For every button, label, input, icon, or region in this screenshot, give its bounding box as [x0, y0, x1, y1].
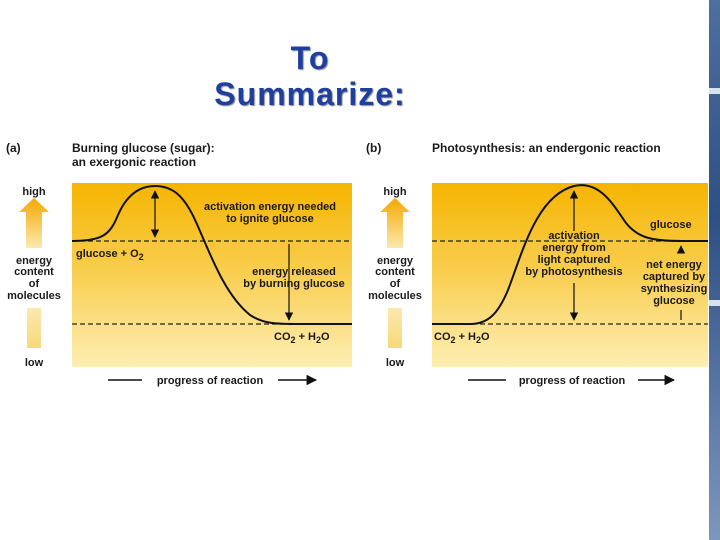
panel-a-x-axis-label: progress of reaction: [157, 375, 264, 387]
panel-a-start-label: glucose + O2: [76, 248, 144, 262]
panel-b-net-label-line-1: net energy: [646, 259, 703, 271]
panel-a-up-arrow-icon: [19, 198, 49, 248]
panel-b-glucose-label: glucose: [650, 219, 692, 231]
panel-b-up-arrow-icon: [380, 198, 410, 248]
panel-b-net-label-line-4: glucose: [653, 295, 695, 307]
panel-a: (a) Burning glucose (sugar): an exergoni…: [6, 141, 352, 387]
panel-a-axis-title-line-1: energy: [16, 255, 53, 267]
panel-a-activation-label-line-1: activation energy needed: [204, 201, 336, 213]
panel-b-energy-band: [432, 183, 708, 367]
panel-a-axis-title-line-4: molecules: [7, 290, 61, 302]
panel-a-letter: (a): [6, 141, 21, 155]
panel-b-net-label-line-2: captured by: [643, 271, 706, 283]
panel-b-heading: Photosynthesis: an endergonic reaction: [432, 141, 661, 155]
panel-a-axis-lower-bar: [27, 308, 41, 348]
panel-b-x-axis-label: progress of reaction: [519, 375, 626, 387]
edge-bar-notch: [709, 88, 720, 94]
panel-b-axis-title-line-2: content: [375, 266, 415, 278]
panel-b-axis-title-line-4: molecules: [368, 290, 422, 302]
edge-bar-notch: [709, 300, 720, 306]
slide-title: To Summarize:: [190, 40, 430, 112]
panel-a-axis-title-line-2: content: [14, 266, 54, 278]
panel-a-axis-high: high: [22, 186, 45, 198]
slide-title-line-2: Summarize:: [214, 76, 406, 112]
slide-title-line-1: To: [290, 40, 330, 76]
panel-a-axis-title-line-3: of: [29, 278, 40, 290]
panel-a-heading-line-2: an exergonic reaction: [72, 155, 196, 169]
panel-a-released-label-line-1: energy released: [252, 266, 336, 278]
panel-a-reaction-curve: [71, 184, 352, 325]
panel-b-axis-title-line-3: of: [390, 278, 401, 290]
panel-a-released-label-line-2: by burning glucose: [243, 278, 344, 290]
panel-b-net-label-line-3: synthesizing: [641, 283, 708, 295]
slide-edge-bar: [709, 0, 720, 540]
panel-b-axis-low: low: [386, 357, 405, 369]
panel-b: (b) Photosynthesis: an endergonic reacti…: [366, 141, 708, 387]
panel-b-letter: (b): [366, 141, 381, 155]
panel-b-activation-label-line-4: by photosynthesis: [525, 266, 622, 278]
panel-b-activation-label-line-2: energy from: [542, 242, 606, 254]
panel-a-axis-low: low: [25, 357, 44, 369]
panel-b-axis-high: high: [383, 186, 406, 198]
panel-b-axis-lower-bar: [388, 308, 402, 348]
panel-a-activation-label-line-2: to ignite glucose: [226, 213, 313, 225]
panel-a-end-label: CO2 + H2O: [274, 331, 330, 345]
panel-b-activation-label-line-3: light captured: [538, 254, 611, 266]
panel-b-start-label: CO2 + H2O: [434, 331, 490, 345]
panel-b-axis-title-line-1: energy: [377, 255, 414, 267]
panel-b-activation-label-line-1: activation: [548, 230, 600, 242]
panel-a-heading-line-1: Burning glucose (sugar):: [72, 141, 215, 155]
panel-b-reaction-curve: [432, 184, 708, 325]
